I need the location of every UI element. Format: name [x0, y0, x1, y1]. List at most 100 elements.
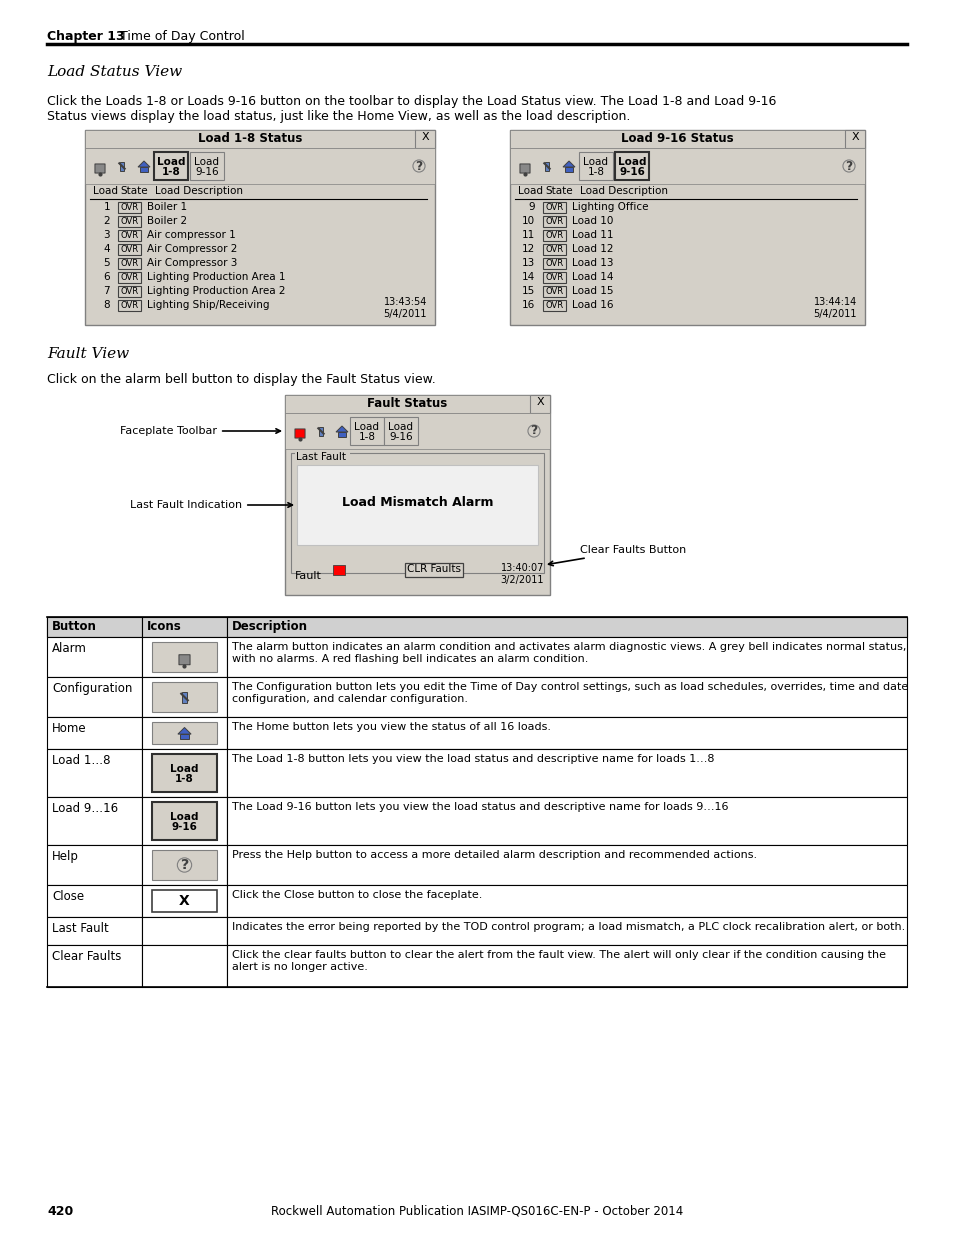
Text: OVR: OVR	[120, 273, 138, 282]
Bar	[85, 130, 435, 133]
Bar	[542, 245, 565, 254]
Text: OVR: OVR	[545, 231, 563, 240]
Text: ?: ?	[180, 858, 189, 872]
Text: Close: Close	[52, 890, 84, 903]
Bar	[152, 890, 216, 911]
Text: Load: Load	[170, 811, 198, 823]
Text: OVR: OVR	[545, 287, 563, 296]
Bar	[294, 452, 350, 462]
Text: 7: 7	[103, 287, 110, 296]
Bar	[118, 245, 141, 254]
Bar	[542, 300, 565, 311]
Text: Faceplate Toolbar: Faceplate Toolbar	[120, 426, 280, 436]
Text: The Load 1-8 button lets you view the load status and descriptive name for loads: The Load 1-8 button lets you view the lo…	[232, 755, 714, 764]
Text: Boiler 2: Boiler 2	[147, 216, 187, 226]
Text: OVR: OVR	[120, 301, 138, 310]
Polygon shape	[335, 426, 348, 432]
Text: The Load 9-16 button lets you view the load status and descriptive name for load: The Load 9-16 button lets you view the l…	[232, 802, 728, 811]
Bar	[142, 797, 227, 845]
Bar	[142, 885, 227, 918]
Text: Fault: Fault	[294, 571, 321, 580]
Text: 3: 3	[103, 230, 110, 240]
Text: OVR: OVR	[120, 203, 138, 212]
Text: Lighting Ship/Receiving: Lighting Ship/Receiving	[147, 300, 269, 310]
Bar	[227, 797, 906, 845]
Text: ?: ?	[415, 159, 422, 173]
Bar	[415, 130, 435, 148]
Bar	[152, 755, 216, 792]
Text: OVR: OVR	[545, 245, 563, 254]
Bar	[142, 637, 227, 677]
Text: 1-8: 1-8	[161, 167, 180, 177]
Text: Load 1…8: Load 1…8	[52, 755, 111, 767]
Bar	[47, 718, 142, 748]
Text: 6: 6	[103, 272, 110, 282]
Text: OVR: OVR	[545, 273, 563, 282]
Text: Press the Help button to access a more detailed alarm description and recommende: Press the Help button to access a more d…	[232, 850, 757, 860]
FancyBboxPatch shape	[95, 164, 105, 173]
Text: Load 13: Load 13	[572, 258, 613, 268]
Bar	[47, 677, 142, 718]
Bar	[142, 677, 227, 718]
Bar	[47, 637, 142, 677]
Text: Fault Status: Fault Status	[367, 396, 447, 410]
Bar	[118, 287, 141, 296]
Text: X: X	[536, 396, 543, 408]
Text: ?: ?	[844, 159, 852, 173]
Text: Load 11: Load 11	[572, 230, 613, 240]
Text: 5: 5	[103, 258, 110, 268]
Bar	[615, 152, 648, 180]
Text: OVR: OVR	[120, 259, 138, 268]
Bar	[542, 287, 565, 296]
Text: Time of Day Control: Time of Day Control	[120, 30, 245, 43]
Text: 1-8: 1-8	[358, 432, 375, 442]
Bar	[152, 682, 216, 713]
Bar	[296, 466, 537, 545]
Text: 15: 15	[521, 287, 535, 296]
Text: State: State	[120, 186, 148, 196]
Bar	[227, 885, 906, 918]
Text: Clear Faults: Clear Faults	[52, 950, 121, 963]
Bar	[118, 230, 141, 241]
Bar	[544, 162, 549, 170]
Text: Load: Load	[618, 157, 645, 167]
Text: 11: 11	[521, 230, 535, 240]
Bar	[152, 722, 216, 743]
Text: The Home button lets you view the status of all 16 loads.: The Home button lets you view the status…	[232, 722, 551, 732]
Bar	[180, 734, 189, 739]
Text: Load 12: Load 12	[572, 245, 613, 254]
Bar	[285, 395, 530, 412]
Text: 13: 13	[521, 258, 535, 268]
Bar	[152, 850, 216, 881]
Text: Description: Description	[232, 620, 308, 634]
Text: Home: Home	[52, 722, 87, 735]
Bar	[47, 918, 142, 945]
Bar	[227, 637, 906, 677]
Text: X: X	[420, 132, 428, 142]
Bar	[333, 564, 345, 576]
Bar	[120, 162, 124, 170]
Text: 10: 10	[521, 216, 535, 226]
Text: Load 9…16: Load 9…16	[52, 802, 118, 815]
Bar	[542, 272, 565, 283]
Bar	[564, 167, 573, 172]
Text: X: X	[850, 132, 858, 142]
Bar	[118, 216, 141, 227]
Text: 1-8: 1-8	[587, 167, 604, 177]
Text: Load: Load	[170, 764, 198, 774]
Text: Load: Load	[388, 422, 413, 432]
Bar	[227, 918, 906, 945]
Text: Rockwell Automation Publication IASIMP-QS016C-EN-P - October 2014: Rockwell Automation Publication IASIMP-Q…	[271, 1205, 682, 1218]
Text: 9-16: 9-16	[195, 167, 218, 177]
Bar	[142, 845, 227, 885]
Bar	[85, 148, 435, 184]
Bar	[318, 426, 323, 436]
Text: Load: Load	[156, 157, 185, 167]
Bar	[510, 130, 864, 133]
Text: Click the Loads 1-8 or Loads 9-16 button on the toolbar to display the Load Stat: Click the Loads 1-8 or Loads 9-16 button…	[47, 95, 776, 107]
Text: Load 1-8 Status: Load 1-8 Status	[197, 132, 302, 144]
Bar	[384, 417, 417, 445]
Text: Air Compressor 3: Air Compressor 3	[147, 258, 237, 268]
Bar	[118, 272, 141, 283]
Bar	[510, 148, 864, 184]
